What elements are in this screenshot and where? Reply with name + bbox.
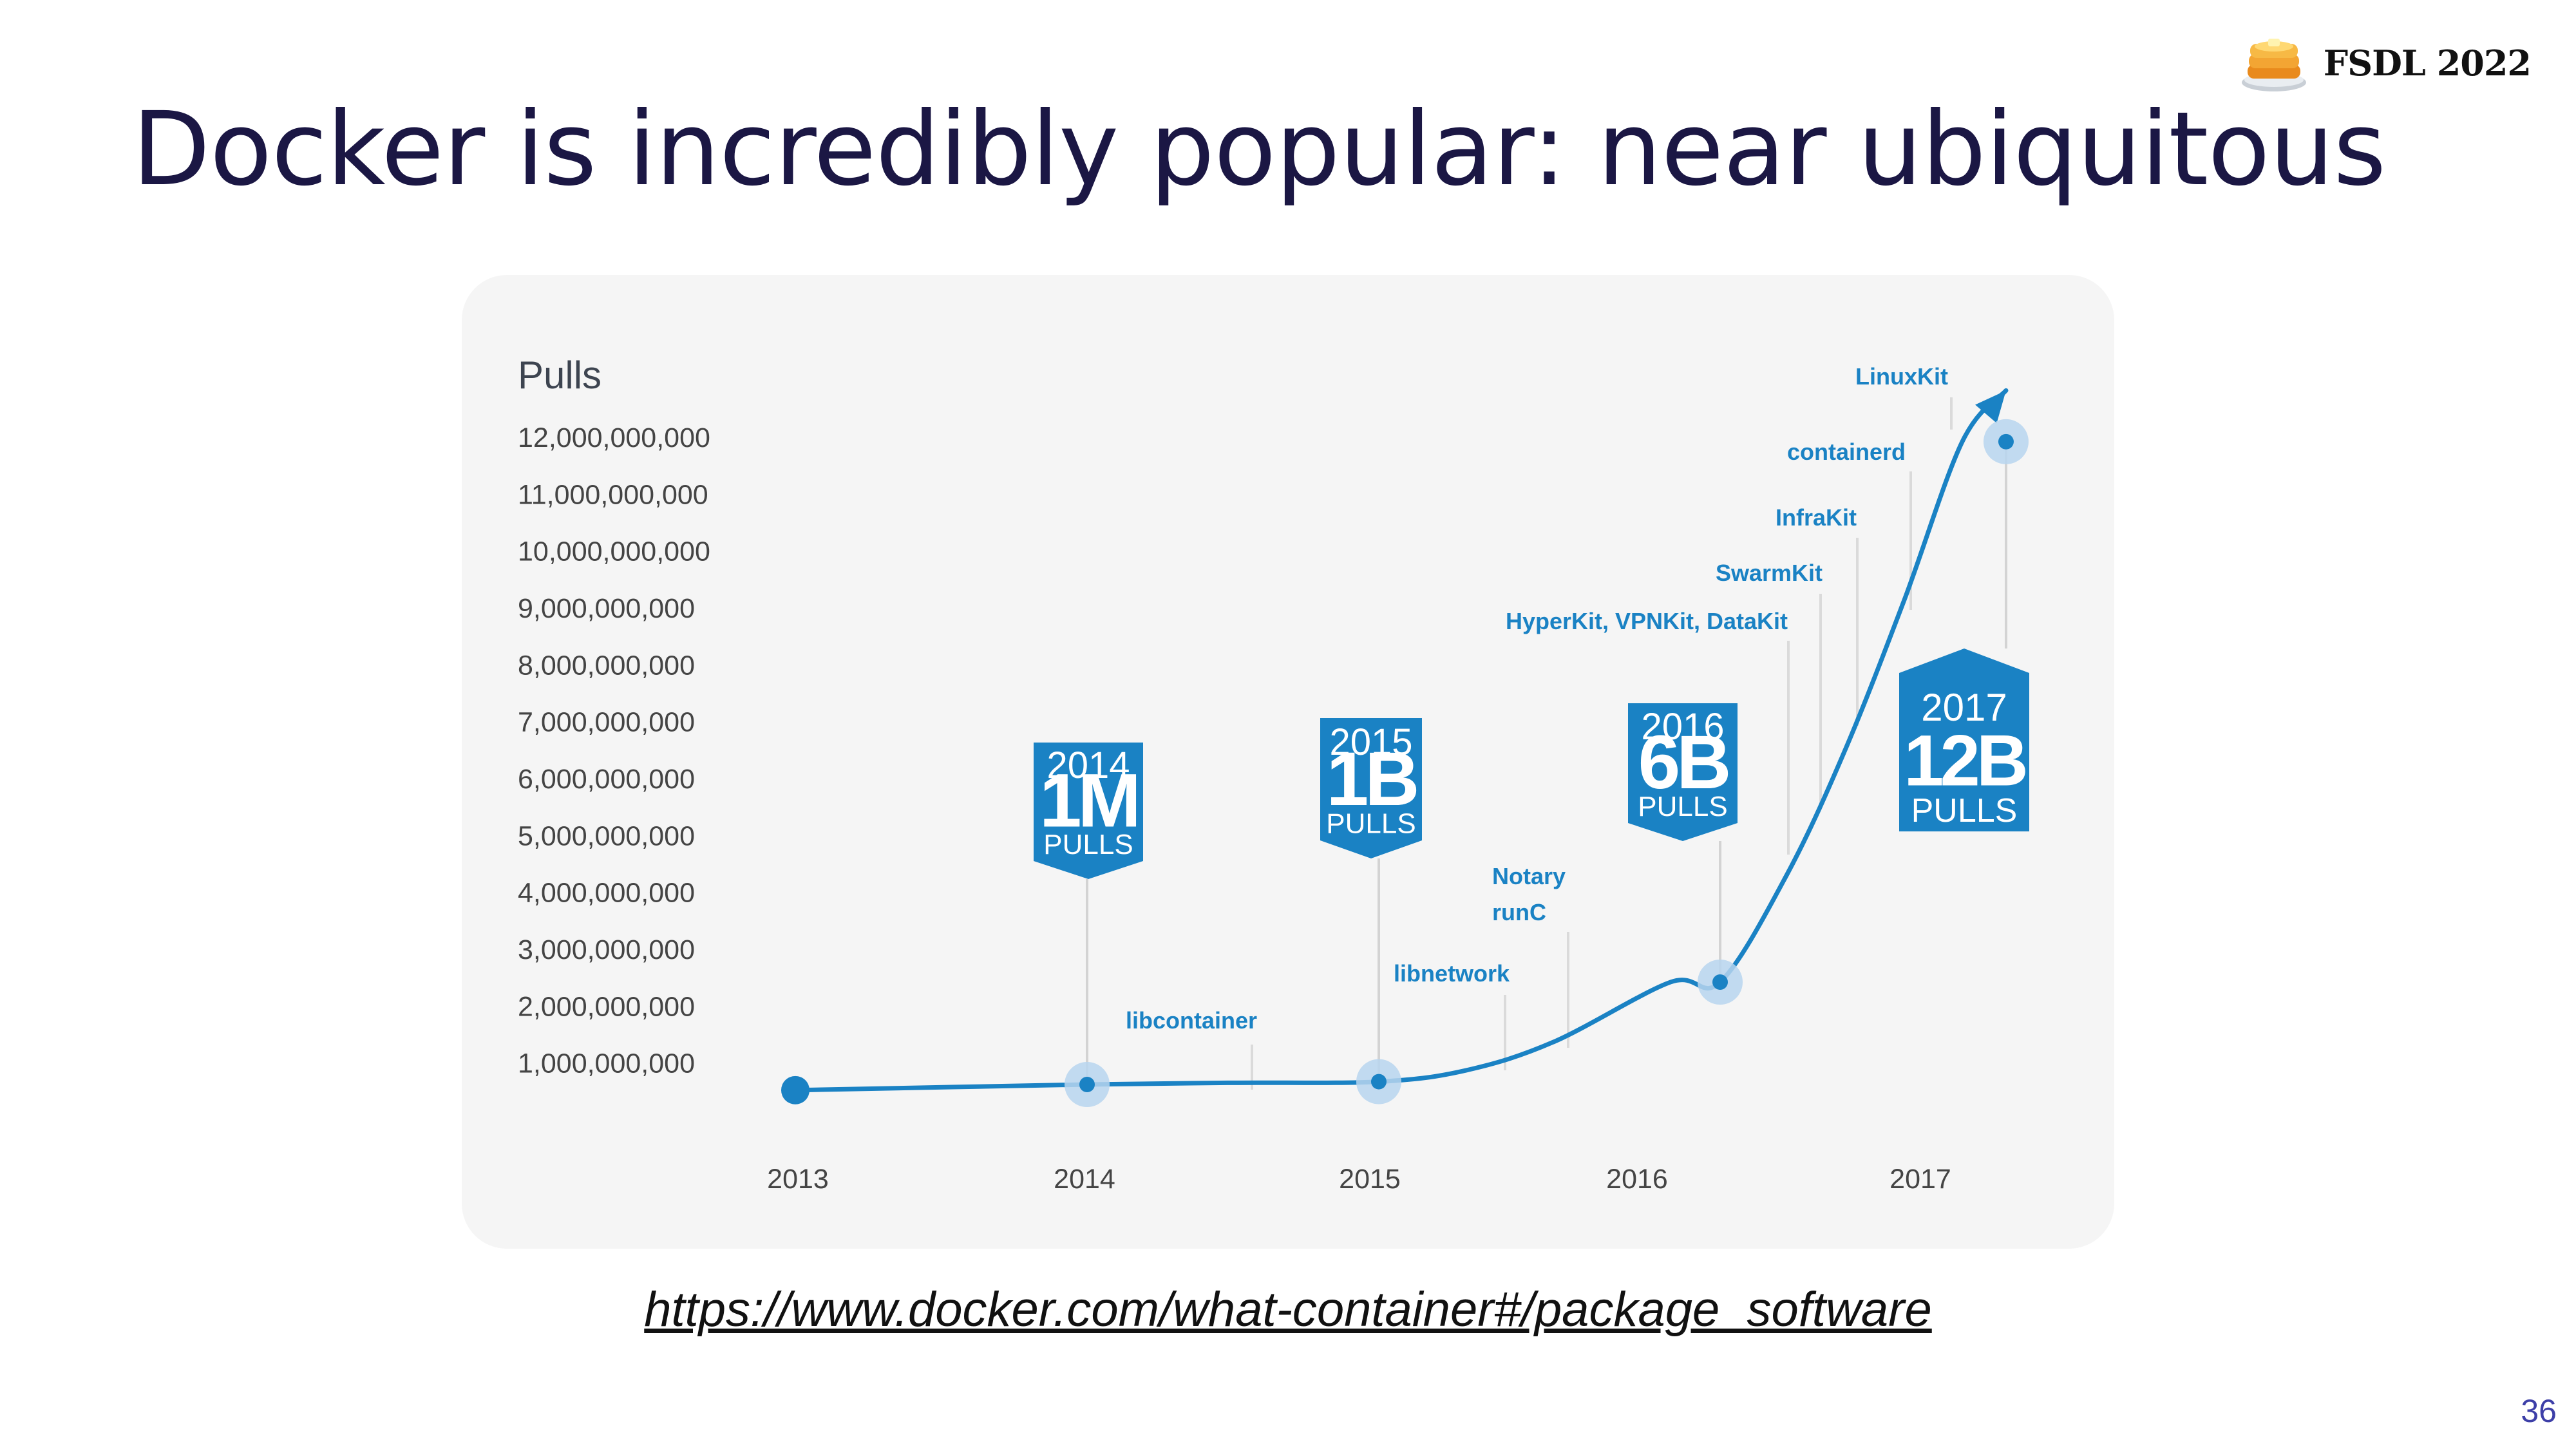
- start-point-marker: [781, 1075, 810, 1104]
- x-tick-label: 2014: [1054, 1164, 1115, 1195]
- y-tick-label: 5,000,000,000: [518, 820, 695, 851]
- pulls-chart-svg: Pulls 1,000,000,000 2,000,000,000 3,000,00…: [518, 354, 2029, 1195]
- source-link[interactable]: https://www.docker.com/what-container#/p…: [644, 1282, 1932, 1337]
- y-tick-label: 10,000,000,000: [518, 536, 710, 567]
- milestone-value: 12B: [1904, 721, 2025, 801]
- y-tick-label: 9,000,000,000: [518, 593, 695, 624]
- pulls-chart: Pulls 1,000,000,000 2,000,000,000 3,000,00…: [462, 275, 2114, 1249]
- x-tick-label: 2015: [1339, 1164, 1401, 1195]
- milestone-unit: PULLS: [1326, 808, 1416, 840]
- x-tick-label: 2017: [1889, 1164, 1951, 1195]
- milestone-point-marker: [1998, 433, 2014, 450]
- milestone-year: 2017: [1921, 686, 2007, 729]
- milestone-unit: PULLS: [1911, 792, 2018, 829]
- pulls-curve: [793, 388, 2009, 1093]
- curve-arrowhead: [1975, 390, 2006, 424]
- annotation-label: InfraKit: [1776, 504, 1857, 531]
- y-tick-label: 3,000,000,000: [518, 934, 695, 965]
- milestone-point-marker: [1079, 1077, 1095, 1092]
- annotation-label: Notary: [1492, 863, 1566, 889]
- pancake-icon: [2241, 39, 2306, 91]
- y-tick-label: 6,000,000,000: [518, 764, 695, 795]
- annotation-label: libcontainer: [1126, 1007, 1257, 1034]
- milestone-year: 2016: [1641, 706, 1724, 748]
- y-tick-label: 7,000,000,000: [518, 707, 695, 738]
- milestone-unit: PULLS: [1043, 829, 1133, 860]
- milestone-year: 2014: [1046, 744, 1130, 786]
- milestone-badge-2014: [1034, 743, 1143, 879]
- y-tick-label: 1,000,000,000: [518, 1048, 695, 1079]
- milestone-unit: PULLS: [1638, 791, 1727, 822]
- logo-text: FSDL 2022: [2323, 43, 2532, 84]
- y-axis-label: Pulls: [518, 354, 601, 397]
- page-number: 36: [2521, 1393, 2557, 1429]
- milestone-point-marker: [1712, 974, 1728, 990]
- y-tick-label: 12,000,000,000: [518, 422, 710, 453]
- annotation-label: libnetwork: [1394, 960, 1510, 987]
- milestone-value: 1M: [1039, 759, 1137, 844]
- milestone-badge-2016: [1628, 703, 1738, 841]
- annotation-label: HyperKit, VPNKit, DataKit: [1506, 608, 1788, 634]
- milestone-badge-2015: [1320, 718, 1422, 858]
- annotation-label: containerd: [1787, 439, 1906, 465]
- annotation-label: LinuxKit: [1855, 363, 1948, 390]
- y-tick-label: 11,000,000,000: [518, 479, 708, 510]
- milestone-year: 2015: [1329, 721, 1412, 763]
- y-tick-label: 4,000,000,000: [518, 878, 695, 909]
- fsdl-logo: FSDL 2022: [2239, 31, 2532, 95]
- x-tick-label: 2016: [1606, 1164, 1668, 1195]
- milestone-badge-2017: [1899, 649, 2029, 831]
- milestone-point-marker: [1371, 1074, 1387, 1090]
- y-tick-label: 8,000,000,000: [518, 650, 695, 681]
- slide-title: Docker is incredibly popular: near ubiqu…: [132, 90, 2386, 209]
- x-tick-label: 2013: [767, 1164, 829, 1195]
- annotation-label: runC: [1492, 899, 1546, 925]
- milestone-value: 6B: [1638, 720, 1728, 805]
- milestone-value: 1B: [1327, 737, 1417, 822]
- y-tick-label: 2,000,000,000: [518, 991, 695, 1022]
- annotation-label: SwarmKit: [1716, 560, 1823, 586]
